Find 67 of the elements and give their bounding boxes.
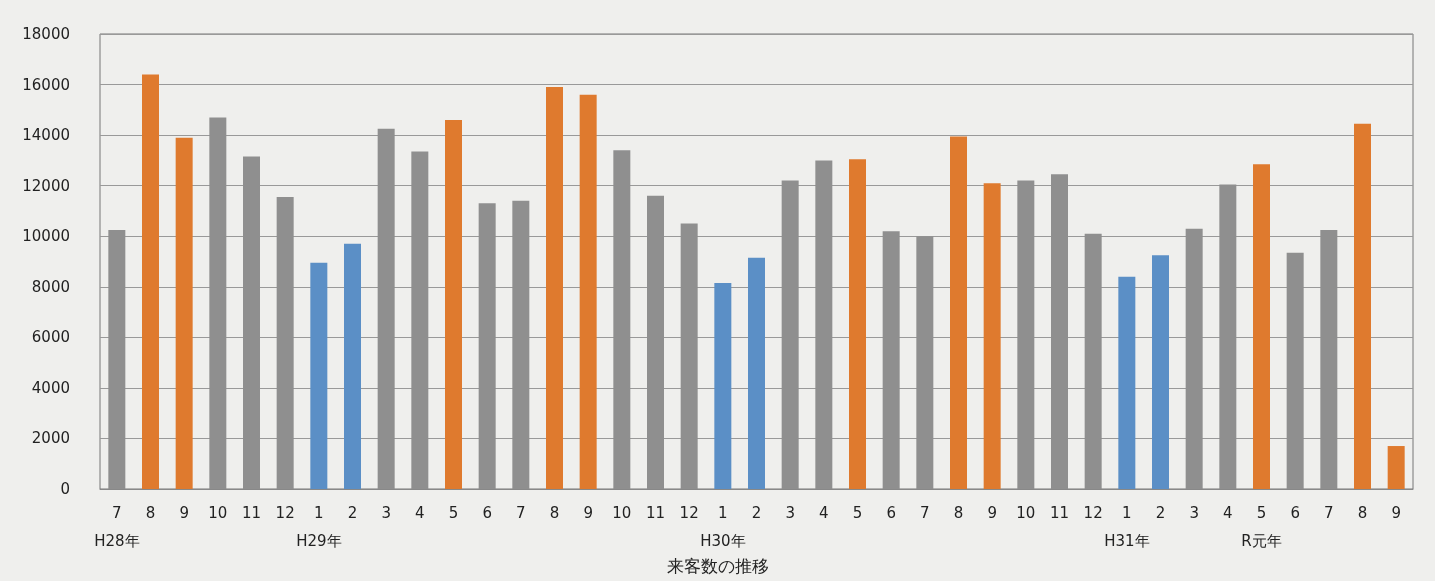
bar [175, 137, 193, 489]
x-tick-label: 8 [145, 504, 156, 522]
bar [950, 136, 967, 489]
x-tick-label: 11 [241, 504, 262, 522]
bar [1118, 276, 1136, 489]
y-tick-label: 2000 [31, 429, 70, 448]
x-tick-label: 7 [920, 504, 930, 522]
text: 来客数の推移 [666, 555, 769, 576]
x-tick-label: 8 [953, 504, 964, 522]
bar [1152, 255, 1169, 489]
x-tick-label: 8 [1357, 504, 1368, 522]
y-tick-label: 16000 [22, 75, 70, 94]
bar [310, 262, 328, 489]
x-tick-label: 7 [1324, 504, 1334, 522]
bar [579, 94, 597, 489]
y-tick-label: 14000 [22, 126, 70, 145]
bar [714, 282, 732, 489]
x-tick-label: 10 [208, 504, 228, 522]
x-tick-label: 6 [886, 504, 896, 522]
x-tick-label: 9 [1391, 504, 1401, 522]
x-tick-label: 11 [645, 504, 666, 522]
bar [1253, 164, 1270, 489]
x-tick-label: 12 [1083, 504, 1103, 522]
x-tick-label: 7 H28年 [94, 504, 140, 550]
x-tick-label: 7 [516, 504, 526, 522]
x-tick-label: 12 [679, 504, 699, 522]
y-tick-label: 18000 [22, 25, 70, 43]
x-tick-label: 6 [1290, 504, 1300, 522]
y-tick-label: 0 [60, 480, 70, 498]
bar [344, 243, 361, 489]
bar [748, 257, 765, 489]
y-tick-label: 6000 [31, 328, 70, 347]
bar [849, 159, 866, 489]
x-tick-label: 8 [549, 504, 560, 522]
x-tick-label: 4 [819, 504, 829, 522]
x-tick-label: 5 R元年 [1241, 504, 1282, 550]
x-tick-label: 3 [381, 504, 391, 522]
x-tick-label: 5 [448, 504, 459, 522]
bar [546, 87, 563, 489]
x-tick-label: 10 [1016, 504, 1036, 522]
bar [1354, 123, 1371, 489]
y-tick-label: 12000 [22, 176, 70, 195]
bar [983, 183, 1001, 489]
x-tick-label: 1 H29年 [296, 504, 342, 550]
x-tick-label: 12 [275, 504, 295, 522]
x-tick-label: 10 [612, 504, 632, 522]
x-tick-label: 9 [987, 504, 997, 522]
bar [445, 119, 462, 489]
x-tick-label: 1 H30年 [700, 504, 746, 550]
y-tick-label: 8000 [31, 277, 70, 296]
x-tick-label: 6 [482, 504, 492, 522]
y-tick-label: 10000 [22, 227, 70, 246]
x-tick-label: 2 [1155, 504, 1166, 522]
x-tick-label: 11 [1049, 504, 1070, 522]
x-tick-label: 3 [1189, 504, 1199, 522]
x-tick-label: 3 [785, 504, 795, 522]
x-tick-label: 9 [583, 504, 593, 522]
y-tick-label: 4000 [31, 378, 70, 397]
x-tick-label: 2 [751, 504, 762, 522]
x-tick-label: 1 H31年 [1104, 504, 1150, 550]
x-tick-label: 5 [852, 504, 863, 522]
bar [1387, 446, 1405, 489]
x-tick-label: 9 [179, 504, 189, 522]
x-tick-label: 2 [347, 504, 358, 522]
x-tick-label: 4 [1223, 504, 1233, 522]
bar [142, 74, 159, 489]
x-tick-label: 4 [415, 504, 425, 522]
